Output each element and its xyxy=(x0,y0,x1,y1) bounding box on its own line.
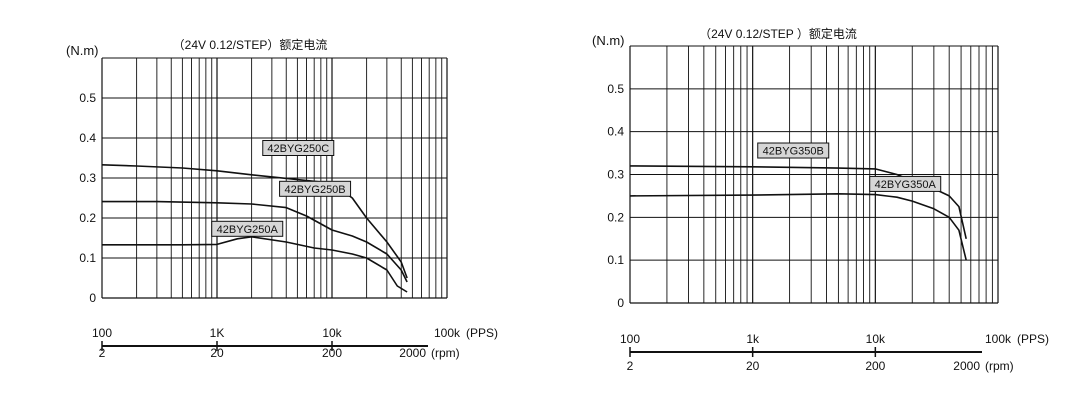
rpm-unit-label: (rpm) xyxy=(431,346,460,360)
x-tick-label: 100 xyxy=(620,332,640,346)
rpm-tick-label: 2 xyxy=(627,359,634,373)
series-line-42byg250a xyxy=(102,236,408,293)
series-label-box xyxy=(279,180,352,197)
series-label-box xyxy=(757,142,830,159)
series-line-42byg250b xyxy=(102,200,408,283)
chart-title: （24V 0.12/STEP ）额定电流 xyxy=(699,26,857,41)
y-tick-label: 0.4 xyxy=(79,131,96,145)
rpm-tick-label: 2000 xyxy=(399,346,426,360)
chart-42byg250: （24V 0.12/STEP）额定电流 (N.m) 0 0.1 0.2 0.3 0.4 0.5… xyxy=(66,37,498,360)
series-label-box xyxy=(869,175,942,192)
rpm-tick-label: 20 xyxy=(746,359,760,373)
y-tick-label: 0 xyxy=(617,296,624,310)
series-label: 42BYG250B xyxy=(284,184,345,196)
y-tick-label: 0.3 xyxy=(607,168,624,182)
y-tick-label: 0 xyxy=(89,291,96,305)
y-tick-label: 0.5 xyxy=(79,91,96,105)
rpm-tick-label: 200 xyxy=(322,346,342,360)
y-tick-label: 0.1 xyxy=(607,253,624,267)
y-tick-label: 0.4 xyxy=(607,125,624,139)
series-line-42byg350a xyxy=(629,193,967,261)
y-tick-label: 0.2 xyxy=(607,210,624,224)
series-label-box xyxy=(211,220,284,237)
y-axis-label: (N.m) xyxy=(592,33,625,48)
chart-42byg350: （24V 0.12/STEP ）额定电流 (N.m) 0 0.1 0.2 0.3 0.4 0.… xyxy=(592,26,1049,373)
chart-title: （24V 0.12/STEP）额定电流 xyxy=(173,37,328,52)
series-label: 42BYG250C xyxy=(267,143,329,155)
series-label-box xyxy=(262,140,335,156)
x-tick-label: 10k xyxy=(866,332,886,346)
x-tick-label: 100k xyxy=(985,332,1012,346)
x-unit-label: (PPS) xyxy=(1017,332,1049,346)
x-tick-label: 100k xyxy=(434,326,461,340)
x-unit-label: (PPS) xyxy=(466,326,498,340)
x-tick-label: 100 xyxy=(92,326,112,340)
rpm-tick-label: 2 xyxy=(99,346,106,360)
x-tick-label: 1k xyxy=(746,332,760,346)
series-label: 42BYG350B xyxy=(763,146,824,158)
rpm-tick-label: 2000 xyxy=(953,359,980,373)
x-tick-label: 10k xyxy=(322,326,342,340)
y-tick-label: 0.3 xyxy=(79,171,96,185)
grid xyxy=(629,45,999,304)
series-label: 42BYG350A xyxy=(875,179,937,191)
y-tick-label: 0.2 xyxy=(79,211,96,225)
y-tick-label: 0.1 xyxy=(79,251,96,265)
y-tick-label: 0.5 xyxy=(607,82,624,96)
y-axis-label: (N.m) xyxy=(66,43,99,58)
x-tick-label: 1K xyxy=(210,326,225,340)
rpm-tick-label: 200 xyxy=(865,359,885,373)
rpm-tick-label: 20 xyxy=(210,346,224,360)
series-label: 42BYG250A xyxy=(217,224,279,236)
rpm-unit-label: (rpm) xyxy=(985,359,1014,373)
